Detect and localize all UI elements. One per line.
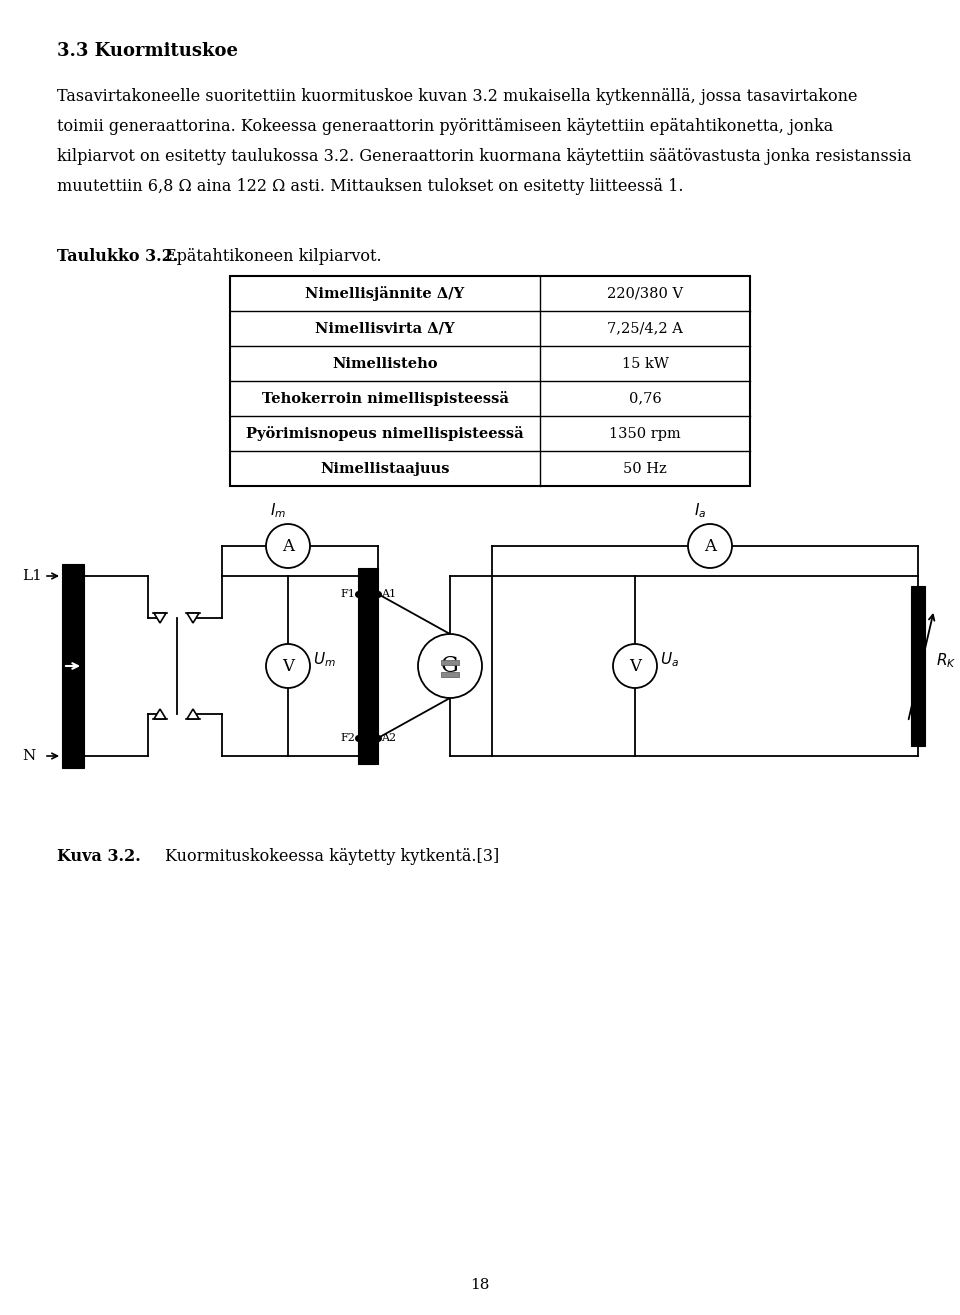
Text: G: G <box>442 655 459 677</box>
Polygon shape <box>154 709 166 719</box>
Text: kilpiarvot on esitetty taulukossa 3.2. Generaattorin kuormana käytettiin säätöva: kilpiarvot on esitetty taulukossa 3.2. G… <box>57 149 912 164</box>
Polygon shape <box>187 613 199 623</box>
Bar <box>358 568 378 764</box>
Text: 7,25/4,2 A: 7,25/4,2 A <box>607 321 683 335</box>
Circle shape <box>613 644 657 688</box>
Text: F2: F2 <box>340 732 355 743</box>
Text: $I_m$: $I_m$ <box>270 501 286 519</box>
Text: toimii generaattorina. Kokeessa generaattorin pyörittämiseen käytettiin epätahti: toimii generaattorina. Kokeessa generaat… <box>57 118 833 135</box>
Text: Pyörimisnopeus nimellispisteessä: Pyörimisnopeus nimellispisteessä <box>246 426 524 441</box>
Text: $I_a$: $I_a$ <box>694 501 707 519</box>
Text: Tehokerroin nimellispisteessä: Tehokerroin nimellispisteessä <box>261 391 509 406</box>
Text: $R_K$: $R_K$ <box>936 652 956 671</box>
Text: 3.3 Kuormituskoe: 3.3 Kuormituskoe <box>57 42 238 60</box>
Text: Kuormituskokeessa käytetty kytkentä.[3]: Kuormituskokeessa käytetty kytkentä.[3] <box>165 848 499 865</box>
Text: L1: L1 <box>22 569 42 583</box>
Text: $U_a$: $U_a$ <box>660 651 679 669</box>
Text: Tasavirtakoneelle suoritettiin kuormituskoe kuvan 3.2 mukaisella kytkennällä, jo: Tasavirtakoneelle suoritettiin kuormitus… <box>57 88 857 105</box>
Bar <box>441 660 459 665</box>
Text: Kuva 3.2.: Kuva 3.2. <box>57 848 141 865</box>
Text: 15 kW: 15 kW <box>621 356 668 371</box>
Circle shape <box>418 634 482 698</box>
Bar <box>911 586 925 746</box>
Text: F1: F1 <box>340 589 355 600</box>
Bar <box>62 564 84 768</box>
Text: Taulukko 3.2.: Taulukko 3.2. <box>57 249 179 266</box>
Text: 18: 18 <box>470 1278 490 1293</box>
Circle shape <box>688 523 732 568</box>
Text: muutettiin 6,8 Ω aina 122 Ω asti. Mittauksen tulokset on esitetty liitteessä 1.: muutettiin 6,8 Ω aina 122 Ω asti. Mittau… <box>57 178 684 195</box>
Polygon shape <box>154 613 166 623</box>
Text: 50 Hz: 50 Hz <box>623 462 667 476</box>
Text: A2: A2 <box>381 732 396 743</box>
Text: A: A <box>282 538 294 555</box>
Text: 220/380 V: 220/380 V <box>607 287 684 301</box>
Text: V: V <box>629 658 641 675</box>
Bar <box>441 672 459 677</box>
Bar <box>230 276 750 487</box>
Text: $U_m$: $U_m$ <box>313 651 336 669</box>
Text: Nimellisvirta Δ/Y: Nimellisvirta Δ/Y <box>315 321 455 335</box>
Text: 1350 rpm: 1350 rpm <box>610 426 681 441</box>
Text: A: A <box>704 538 716 555</box>
Text: Nimellisteho: Nimellisteho <box>332 356 438 371</box>
Text: Nimellistaajuus: Nimellistaajuus <box>321 462 449 476</box>
Text: 0,76: 0,76 <box>629 392 661 405</box>
Text: Epätahtikoneen kilpiarvot.: Epätahtikoneen kilpiarvot. <box>165 249 382 266</box>
Text: Nimellisjännite Δ/Y: Nimellisjännite Δ/Y <box>305 285 465 301</box>
Text: V: V <box>282 658 294 675</box>
Circle shape <box>266 523 310 568</box>
Text: A1: A1 <box>381 589 396 600</box>
Circle shape <box>266 644 310 688</box>
Polygon shape <box>187 709 199 719</box>
Text: N: N <box>22 750 36 763</box>
